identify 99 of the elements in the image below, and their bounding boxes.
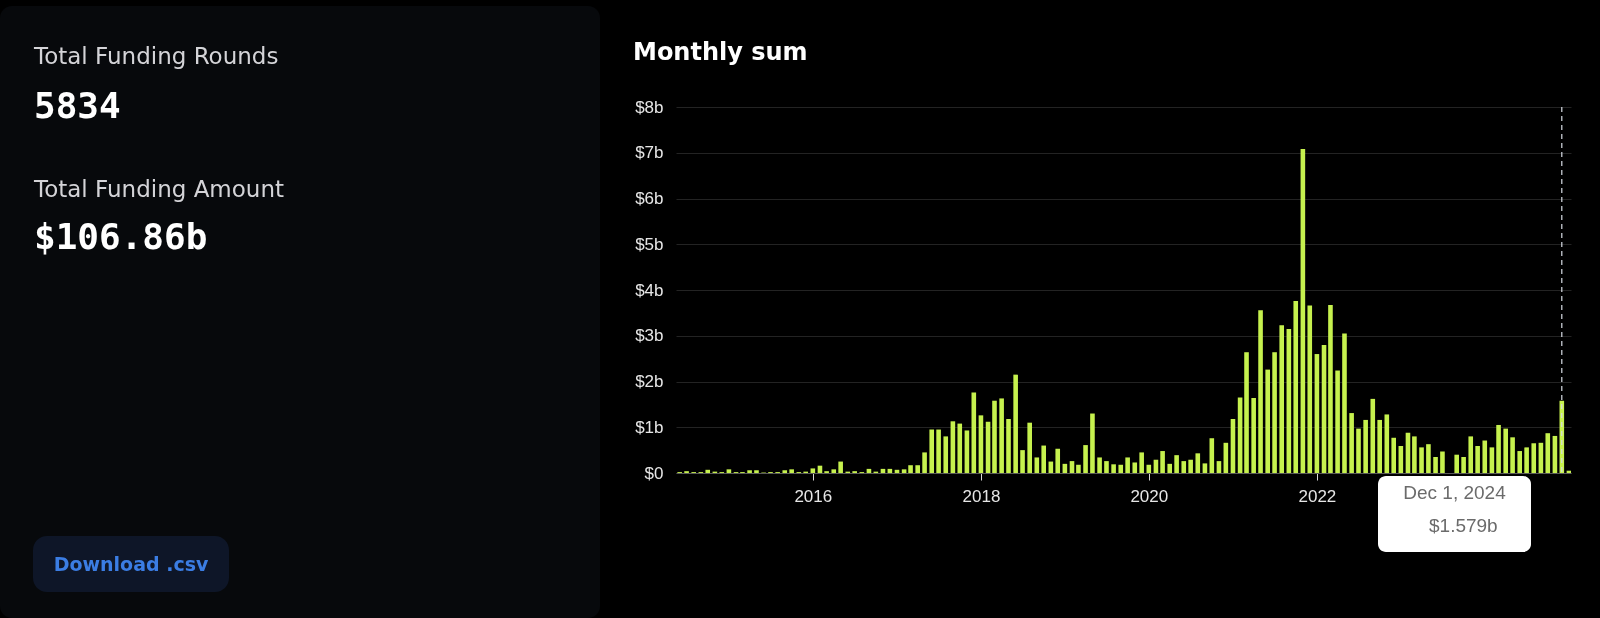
bar: [1195, 453, 1201, 473]
text: 5834: [34, 85, 121, 126]
bar: [1174, 455, 1179, 473]
bar: [1363, 419, 1368, 473]
bar: [1055, 448, 1061, 473]
x-tick-label: 2020: [1130, 486, 1169, 506]
bar: [936, 429, 941, 473]
bar: [1272, 352, 1277, 473]
y-tick-label: $2b: [635, 372, 664, 391]
bar: [1160, 451, 1165, 473]
bar: [831, 469, 837, 473]
text: $106.86b: [34, 216, 208, 257]
y-tick-label: $1b: [635, 417, 664, 437]
bar: [726, 469, 732, 473]
bar: [957, 423, 963, 473]
bar: [1041, 445, 1046, 473]
bar: [1104, 461, 1109, 473]
bar: [1454, 454, 1460, 473]
bar: [1391, 437, 1396, 473]
bar: [1265, 369, 1270, 473]
bar: [929, 429, 935, 473]
bar: [1251, 397, 1256, 473]
bar: [1524, 447, 1529, 473]
chart-title: Monthly sum: [633, 38, 808, 66]
bar: [915, 465, 920, 473]
y-tick-label: $8b: [635, 97, 664, 117]
bar: [1244, 352, 1249, 473]
bar: [1440, 451, 1445, 473]
bar: [1097, 457, 1102, 473]
y-tick-label: $3b: [635, 326, 664, 346]
bar: [838, 461, 843, 473]
bar: [1279, 325, 1285, 473]
bar: [1510, 437, 1515, 473]
y-tick-label: $7b: [635, 143, 664, 163]
bar: [1020, 450, 1025, 473]
bar: [922, 452, 927, 473]
x-tick-label: 2022: [1298, 486, 1337, 506]
bar: [1349, 413, 1354, 473]
bar: [1475, 446, 1480, 473]
bar: [1027, 422, 1032, 473]
bar: [1496, 424, 1501, 473]
bar: [1202, 463, 1208, 473]
bar: [1517, 451, 1523, 473]
bar: [1370, 398, 1376, 473]
bar: [1083, 445, 1088, 473]
bar: [1342, 333, 1347, 473]
bar: [1419, 447, 1424, 473]
text: Total Funding Rounds: [33, 43, 279, 69]
bar: [1433, 456, 1438, 473]
bar: [1006, 419, 1011, 473]
bar: [705, 469, 711, 473]
bar: [1293, 300, 1299, 473]
bar: [1503, 428, 1508, 473]
bar: [1188, 459, 1193, 473]
bar: [1426, 444, 1431, 473]
bar: [901, 469, 907, 473]
bar: [1335, 370, 1340, 473]
bar: [1132, 462, 1138, 473]
bar: [1468, 436, 1474, 473]
text: Total Funding Amount: [33, 176, 285, 202]
bar: [908, 465, 913, 473]
bar: [1377, 419, 1382, 473]
bar: [1090, 413, 1095, 473]
y-tick-label: $6b: [635, 189, 664, 208]
bar: [1412, 436, 1417, 473]
bar: [754, 470, 759, 473]
bar: [1461, 456, 1466, 473]
text: Dec 1, 2024: [1403, 482, 1507, 503]
text: Download .csv: [53, 553, 209, 575]
bar: [971, 392, 977, 473]
y-tick-label: $4b: [635, 280, 664, 300]
bar: [1111, 464, 1116, 473]
bar: [1258, 310, 1263, 473]
bar: [1328, 305, 1333, 473]
bar: [1307, 305, 1313, 473]
bar: [1181, 461, 1187, 473]
bar: [999, 398, 1004, 473]
bar: [789, 469, 794, 473]
bar: [1531, 443, 1537, 473]
bar: [782, 470, 788, 473]
y-tick-label: $5b: [635, 234, 664, 254]
x-tick-label: 2016: [794, 486, 833, 506]
bar: [747, 470, 752, 473]
bar: [1076, 464, 1081, 473]
bar: [810, 468, 816, 473]
bar: [1167, 463, 1173, 473]
bar: [1545, 433, 1551, 473]
text: $1.579b: [1429, 515, 1498, 536]
bar: [1013, 374, 1018, 473]
bar: [943, 436, 949, 473]
bar: [1118, 464, 1124, 473]
y-tick-label: $0: [644, 463, 664, 483]
bar: [992, 400, 997, 473]
bar: [1139, 452, 1144, 473]
x-tick-label: 2018: [962, 486, 1001, 506]
bar: [1125, 457, 1130, 473]
bar: [1356, 428, 1361, 473]
bar: [1146, 464, 1152, 473]
bar: [1482, 440, 1488, 473]
